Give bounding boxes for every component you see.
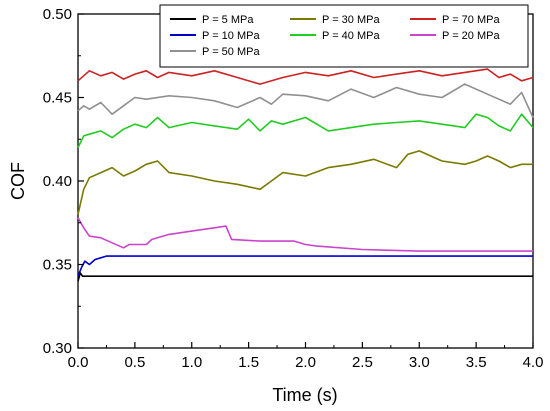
- x-tick-label: 0.0: [68, 354, 89, 371]
- y-tick-label: 0.35: [43, 257, 72, 274]
- legend-label-p-5-mpa: P = 5 MPa: [202, 14, 254, 26]
- x-tick-label: 3.5: [466, 354, 487, 371]
- y-tick-label: 0.45: [43, 90, 72, 107]
- legend-label-p-20-mpa: P = 20 MPa: [442, 30, 500, 42]
- legend-label-p-50-mpa: P = 50 MPa: [202, 46, 260, 58]
- x-tick-label: 1.5: [238, 354, 259, 371]
- plot-frame: [77, 13, 534, 349]
- series-line-p-70-mpa: [77, 68, 534, 85]
- axis-layer: 0.0 0.5 1.0 1.5 2.0 2.5 3.0 3.5 4.0 0.30 0.35 0.40 0…: [43, 6, 544, 371]
- x-tick-label: 4.0: [523, 354, 544, 371]
- y-tick-label: 0.30: [43, 340, 72, 357]
- x-tick-label: 1.0: [181, 354, 202, 371]
- legend-label-p-40-mpa: P = 40 MPa: [322, 30, 380, 42]
- x-axis-title: Time (s): [272, 385, 337, 405]
- y-tick-label: 0.50: [43, 6, 72, 23]
- x-tick-label: 3.0: [409, 354, 430, 371]
- series-line-p-20-mpa: [77, 217, 533, 252]
- series-line-p-30-mpa: [77, 150, 533, 215]
- series-line-p-50-mpa: [77, 83, 534, 118]
- x-tick-label: 0.5: [124, 354, 145, 371]
- legend: P = 5 MPa P = 30 MPa P = 70 MPa P = 10 MPa P…: [159, 4, 529, 68]
- legend-label-p-10-mpa: P = 10 MPa: [202, 30, 260, 42]
- x-tick-label: 2.0: [295, 354, 316, 371]
- series-line-p-10-mpa: [77, 255, 533, 277]
- legend-label-p-70-mpa: P = 70 MPa: [442, 14, 500, 26]
- y-tick-label: 0.40: [43, 173, 72, 190]
- x-tick-label: 2.5: [352, 354, 373, 371]
- series-line-p-40-mpa: [77, 113, 534, 148]
- series-layer: [77, 68, 534, 282]
- legend-label-p-30-mpa: P = 30 MPa: [322, 14, 380, 26]
- series-line-p-5-mpa: [77, 272, 533, 282]
- legend-box: [159, 4, 529, 68]
- y-axis-title: COF: [8, 162, 28, 200]
